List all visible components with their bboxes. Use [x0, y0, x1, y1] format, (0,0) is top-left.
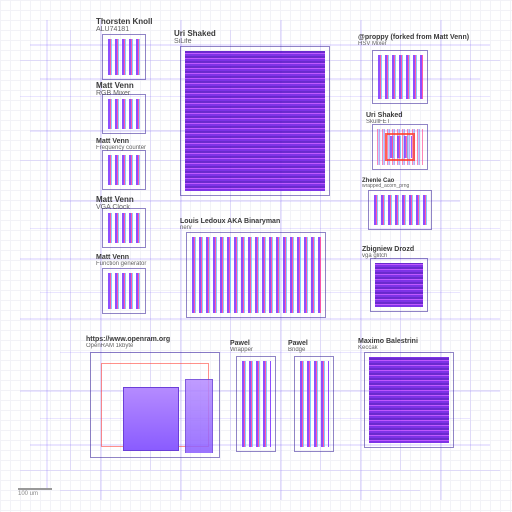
macro-freq: [102, 150, 146, 190]
macro-rgb: [102, 94, 146, 134]
macro-func: [102, 268, 146, 314]
label-pwrap: PawelWrapper: [230, 340, 253, 354]
scale-bar: 100 um: [18, 488, 52, 494]
scale-bar-label: 100 um: [18, 491, 52, 497]
macro-pbridge: [294, 356, 334, 452]
label-pbridge: PawelBridge: [288, 340, 308, 354]
macro-hsv: [372, 50, 428, 104]
macro-alu: [102, 34, 146, 80]
label-freq: Matt VennFrequency counter: [96, 138, 146, 152]
macro-acorn: [368, 190, 432, 230]
label-func: Matt VennFunction generator: [96, 254, 146, 268]
macro-silife: [180, 46, 330, 196]
label-vga: Matt VennVGA Clock: [96, 196, 134, 212]
macro-nerv: [186, 232, 326, 318]
macro-vga: [102, 208, 146, 248]
label-keccak: Maximo BalestriniKeccak: [358, 338, 418, 352]
label-alu: Thorsten KnollALU74181: [96, 18, 152, 34]
label-vgag: Zbigniew Drozdvga glitch: [362, 246, 414, 260]
label-skull: Uri ShakedSkullFET: [366, 112, 403, 126]
macro-skull: [372, 124, 428, 170]
label-sram: https://www.openram.orgOpenRAM 1kbyte: [86, 336, 170, 350]
label-hsv: @proppy (forked from Matt Venn)HSV Mixer: [358, 34, 469, 48]
label-acorn: Zhenle Caowrapped_acorn_prng: [362, 178, 409, 190]
label-rgb: Matt VennRGB Mixer: [96, 82, 134, 98]
macro-vgag: [370, 258, 428, 312]
chip-floorplan: Thorsten KnollALU74181 Matt VennRGB Mixer…: [0, 0, 512, 512]
macro-pwrap: [236, 356, 276, 452]
macro-keccak: [364, 352, 454, 448]
label-silife: Uri ShakedSiLife: [174, 30, 216, 46]
label-nerv: Louis Ledoux AKA Binarymannerv: [180, 218, 280, 232]
scale-bar-line: [18, 488, 52, 490]
macro-sram: [90, 352, 220, 458]
